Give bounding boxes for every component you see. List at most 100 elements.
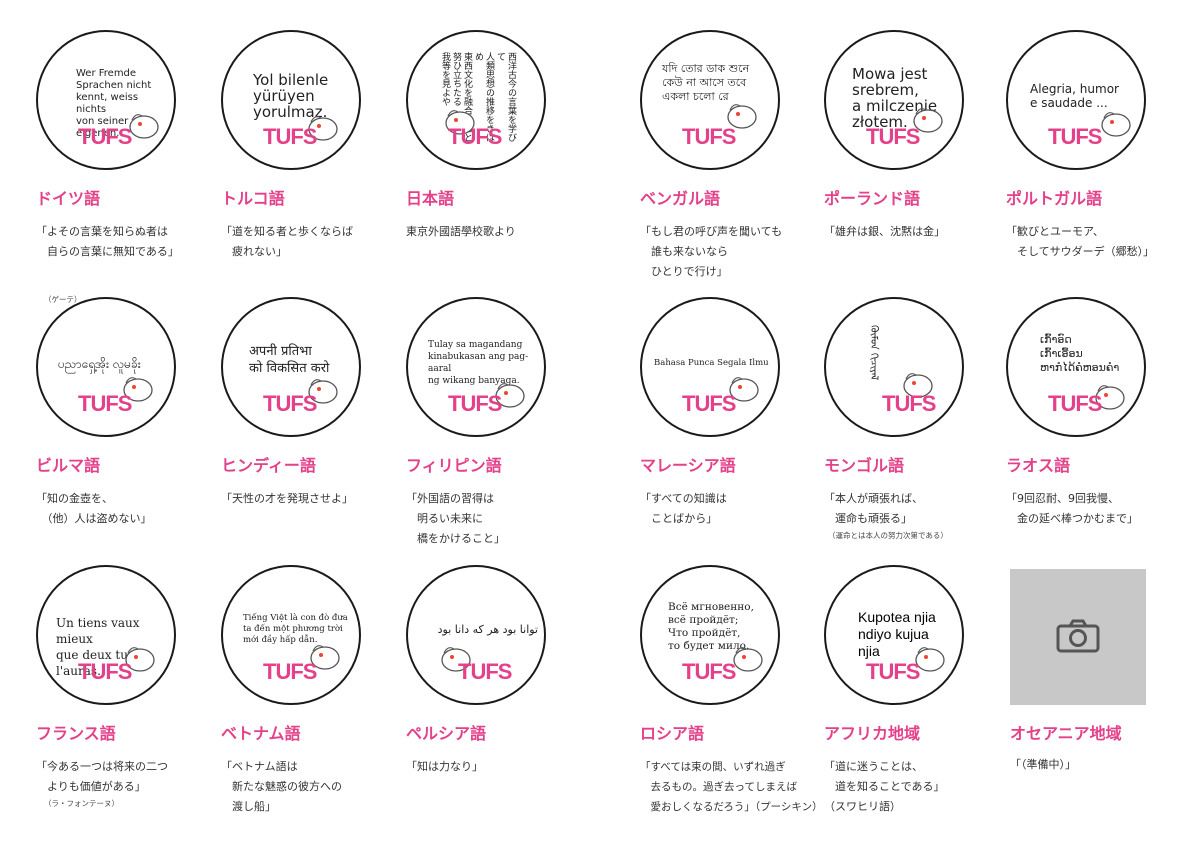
mascot-bird-icon (129, 114, 159, 139)
phrase: Tiếng Việt là con đò đưa ta đến một phươ… (243, 613, 348, 645)
tufs-logo: TUFS (682, 659, 736, 684)
camera-icon (1056, 619, 1100, 653)
language-name: ペルシア語 (406, 724, 487, 743)
mascot-bird-icon (441, 647, 471, 672)
language-name: ビルマ語 (36, 456, 101, 475)
quote-translation: 「すべては束の間、いずれ過ぎ 去るもの。過ぎ去ってしまえば 愛おしくなるだろう」… (640, 761, 823, 813)
language-name: ロシア語 (640, 724, 705, 743)
language-name: ベンガル語 (640, 189, 721, 208)
badge-circle: Wer Fremde Sprachen nicht kennt, weiss n… (36, 30, 176, 170)
quote-translation: 「知は力なり」 (406, 760, 483, 773)
quote-translation: 「知の金壺を、 （他）人は盗めない」 (36, 492, 152, 525)
badge-circle: Kupotea njia ndiyo kujua njia TUFS (824, 565, 964, 705)
tufs-logo: TUFS (263, 391, 317, 416)
phrase: Bahasa Punca Segala Ilmu (654, 358, 769, 368)
quote-translation: 「よその言葉を知らぬ者は 自らの言葉に無知である」 (36, 225, 179, 258)
language-name: フィリピン語 (406, 456, 502, 475)
phrase: Kupotea njia ndiyo kujua njia (858, 609, 936, 659)
tufs-logo: TUFS (866, 124, 920, 149)
quote-attribution: （ゲーテ） (44, 295, 82, 304)
phrase: 西洋古今の言葉を学びて 人類思想の推移をきはめ 東西文化を融合せんと 努ひ立ちた… (440, 52, 516, 142)
language-name: フランス語 (36, 724, 116, 743)
quote-translation: 「外国語の習得は 明るい未来に 橋をかけること」 (406, 492, 505, 545)
badge-circle: Tulay sa magandang kinabukasan ang pag-a… (406, 297, 546, 437)
tufs-logo: TUFS (866, 659, 920, 684)
tufs-logo: TUFS (78, 659, 132, 684)
language-name: 日本語 (406, 189, 455, 208)
badge-circle: Mowa jest srebrem, a milczenie złotem. T… (824, 30, 964, 170)
tufs-logo: TUFS (78, 124, 132, 149)
mascot-bird-icon (733, 647, 763, 672)
mascot-bird-icon (308, 116, 338, 141)
tufs-logo: TUFS (458, 659, 512, 684)
tufs-logo: TUFS (448, 124, 502, 149)
language-name: マレーシア語 (640, 456, 736, 475)
tufs-logo: TUFS (263, 659, 317, 684)
image-placeholder (1010, 569, 1146, 705)
language-name: ラオス語 (1006, 456, 1071, 475)
language-name: ポルトガル語 (1006, 189, 1103, 208)
quote-attribution: （ラ・フォンテーヌ） (44, 799, 119, 808)
mascot-bird-icon (310, 645, 340, 670)
badge-circle: 西洋古今の言葉を学びて 人類思想の推移をきはめ 東西文化を融合せんと 努ひ立ちた… (406, 30, 546, 170)
quote-translation: 「ベトナム語は 新たな魅惑の彼方への 渡し船」 (221, 760, 342, 813)
badge-circle: যদি তোর ডাক শুনে কেউ না আসে তবে একলা চলো… (640, 30, 780, 170)
mascot-bird-icon (903, 373, 933, 398)
quote-translation: 「道に迷うことは、 道を知ることである」 （スワヒリ語） (824, 760, 945, 813)
badge-circle: ເກົ້າອົດ ເກົ້າເອື້ອນ ຫາກໍໄດ້ຄໍຫອນຄໍາ TUF… (1006, 297, 1146, 437)
quote-translation: 「道を知る者と歩くならば 疲れない」 (221, 225, 353, 258)
phrase: Wer Fremde Sprachen nicht kennt, weiss n… (76, 68, 152, 139)
quote-translation: 「（準備中）」 (1010, 758, 1076, 771)
phrase: যদি তোর ডাক শুনে কেউ না আসে তবে একলা চলো… (662, 62, 750, 103)
mascot-bird-icon (727, 104, 757, 129)
badge-circle: Yol bilenle yürüyen yorulmaz. TUFS (221, 30, 361, 170)
tufs-logo: TUFS (682, 124, 736, 149)
badge-circle: Un tiens vaux mieux que deux tu l'auras.… (36, 565, 176, 705)
mascot-bird-icon (125, 647, 155, 672)
language-name: ドイツ語 (36, 189, 101, 208)
mascot-bird-icon (123, 377, 153, 402)
phrase: अपनी प्रतिभा को विकसित करो (249, 344, 330, 376)
tufs-logo: TUFS (882, 391, 936, 416)
mascot-bird-icon (1101, 112, 1131, 137)
badge-circle: ᠬᠦᠮᠦᠨ ᠬᠢᠴᠢᠶᠡᠯ TUFS (824, 297, 964, 437)
phrase: توانا بود هر که دانا بود (437, 623, 538, 636)
mascot-bird-icon (308, 379, 338, 404)
badge-circle: Всё мгновенно, всё пройдёт; Что пройдёт,… (640, 565, 780, 705)
badge-circle: توانا بود هر که دانا بود TUFS (406, 565, 546, 705)
tufs-logo: TUFS (682, 391, 736, 416)
language-name: アフリカ地域 (824, 724, 921, 743)
quote-translation: 「歓びとユーモア、 そしてサウダーデ（郷愁）」 (1006, 225, 1155, 258)
phrase: ເກົ້າອົດ ເກົ້າເອື້ອນ ຫາກໍໄດ້ຄໍຫອນຄໍາ (1040, 333, 1120, 374)
badge-circle: Tiếng Việt là con đò đưa ta đến một phươ… (221, 565, 361, 705)
phrase: Всё мгновенно, всё пройдёт; Что пройдёт,… (668, 601, 754, 652)
phrase: Mowa jest srebrem, a milczenie złotem. (852, 65, 938, 131)
quote-translation: 「すべての知識は ことばから」 (640, 492, 727, 525)
mascot-bird-icon (729, 377, 759, 402)
quote-translation: 「雄弁は銀、沈黙は金」 (824, 225, 945, 238)
badge-circle: Bahasa Punca Segala Ilmu TUFS (640, 297, 780, 437)
phrase: Tulay sa magandang kinabukasan ang pag-a… (428, 340, 529, 386)
quote-translation: 「天性の才を発現させよ」 (221, 492, 353, 505)
quote-translation: 「今ある一つは将来の二つ よりも価値がある」 (36, 760, 168, 793)
phrase: Yol bilenle yürüyen yorulmaz. (253, 71, 329, 121)
phrase: ပညာရှေ့အိုး လူမခိုး (58, 357, 141, 371)
language-name: オセアニア地域 (1010, 724, 1122, 743)
language-name: トルコ語 (221, 189, 285, 208)
language-name: モンゴル語 (824, 456, 905, 475)
phrase: Un tiens vaux mieux que deux tu l'auras. (56, 616, 140, 678)
mascot-bird-icon (1095, 385, 1125, 410)
language-name: ヒンディー語 (221, 456, 316, 475)
mascot-bird-icon (495, 383, 525, 408)
mascot-bird-icon (915, 647, 945, 672)
language-name: ポーランド語 (824, 189, 921, 208)
quote-translation: 「もし君の呼び声を聞いても 誰も来ないなら ひとりで行け」 (640, 225, 783, 278)
quote-attribution: （運命とは本人の努力次第である） (828, 531, 948, 540)
badge-circle: अपनी प्रतिभा को विकसित करो TUFS (221, 297, 361, 437)
tufs-logo: TUFS (448, 391, 502, 416)
mascot-bird-icon (913, 108, 943, 133)
badge-circle: Alegria, humor e saudade ... TUFS (1006, 30, 1146, 170)
tufs-logo: TUFS (78, 391, 132, 416)
language-name: ベトナム語 (221, 724, 301, 743)
phrase: Alegria, humor e saudade ... (1030, 82, 1119, 110)
